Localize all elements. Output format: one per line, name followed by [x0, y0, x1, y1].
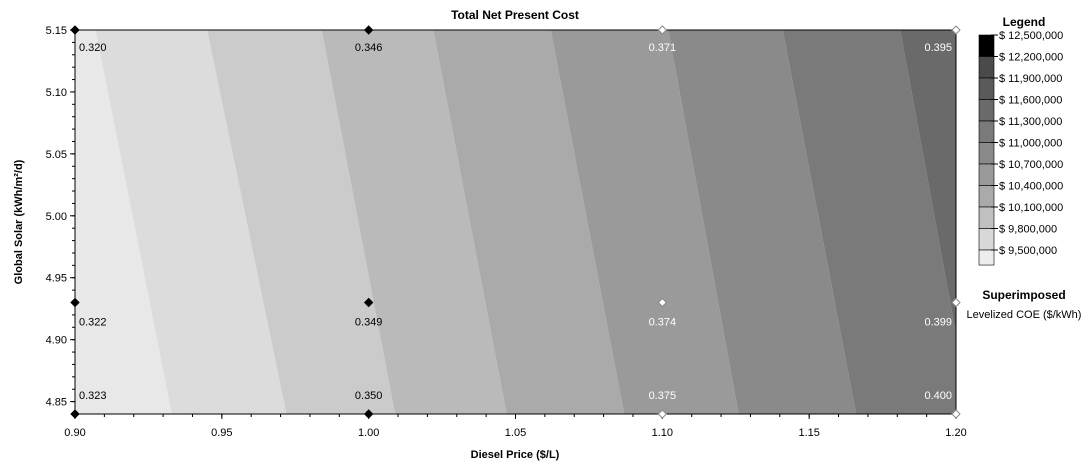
superimposed-point-label: 0.322: [79, 317, 107, 329]
x-tick-label: 0.95: [211, 427, 232, 439]
contour-band: [321, 30, 507, 414]
legend-label: $ 11,300,000: [999, 116, 1062, 128]
superimposed-subtitle: Levelized COE ($/kWh): [967, 309, 1082, 321]
legend-swatch: [978, 206, 995, 229]
legend-swatch: [978, 99, 995, 122]
superimposed-point-marker: [70, 409, 80, 419]
superimposed-point-marker: [70, 297, 80, 308]
superimposed-point-label: 0.400: [924, 390, 952, 402]
superimposed-point-marker: [657, 297, 668, 308]
legend-swatch: [978, 120, 995, 143]
contour-band: [95, 30, 287, 414]
y-tick-label: 4.90: [46, 335, 67, 347]
legend-swatch: [978, 163, 995, 186]
y-axis-label: Global Solar (kWh/m²/d): [13, 159, 25, 284]
contour-band: [550, 30, 739, 414]
superimposed-title: Superimposed: [982, 288, 1065, 302]
legend-label: $ 12,200,000: [999, 52, 1063, 64]
contour-band: [900, 30, 956, 334]
legend-label: $ 10,700,000: [999, 159, 1063, 171]
legend-swatch: [978, 228, 995, 251]
x-tick-label: 1.00: [358, 427, 379, 439]
contour-band: [75, 30, 172, 414]
superimposed-point-marker: [363, 297, 374, 308]
legend-label: $ 11,900,000: [999, 73, 1062, 85]
superimposed-point-label: 0.399: [924, 317, 952, 329]
y-axis: 5.15 5.10 5.05 5.00 4.95 4.90 4.85: [46, 25, 75, 415]
superimposed-points: 0.320 0.346 0.371 0.395 0.322 0.349 0.374 0.399…: [70, 25, 961, 419]
superimposed-point-marker: [951, 409, 961, 419]
legend-swatch: [978, 185, 995, 208]
legend-swatch: [978, 249, 995, 266]
y-tick-label: 4.95: [46, 273, 67, 285]
legend-title: Legend: [1003, 15, 1046, 29]
legend-label: $ 9,500,000: [999, 245, 1057, 257]
chart-title: Total Net Present Cost: [451, 8, 579, 22]
superimposed-point-marker: [657, 409, 668, 419]
superimposed-point-marker: [363, 25, 374, 35]
contour-band: [433, 30, 625, 414]
legend-swatches: $ 12,500,000 $ 12,200,000 $ 11,900,000 $ 11…: [978, 30, 1063, 266]
y-tick-label: 4.85: [46, 397, 67, 409]
superimposed-point-marker: [951, 297, 961, 308]
legend: Legend $ 12,500,000 $ 12,200,000 $ 11,900,…: [967, 15, 1082, 321]
legend-label: $ 10,400,000: [999, 181, 1063, 193]
x-tick-label: 1.15: [798, 427, 819, 439]
x-tick-label: 0.90: [64, 427, 85, 439]
contour-band: [782, 30, 956, 414]
legend-label: $ 11,000,000: [999, 138, 1062, 150]
superimposed-point-marker: [363, 409, 374, 419]
y-tick-label: 5.10: [46, 87, 67, 99]
contour-band: [207, 30, 396, 414]
y-tick-label: 5.05: [46, 149, 67, 161]
superimposed-point-label: 0.395: [924, 42, 952, 54]
superimposed-point-marker: [951, 25, 961, 35]
superimposed-point-label: 0.374: [649, 317, 677, 329]
legend-swatch: [978, 142, 995, 165]
legend-swatch: [978, 56, 995, 79]
y-tick-label: 5.15: [46, 25, 67, 37]
superimposed-point-marker: [70, 25, 80, 35]
x-tick-label: 1.20: [945, 427, 966, 439]
legend-label: $ 9,800,000: [999, 224, 1057, 236]
superimposed-point-label: 0.346: [355, 42, 383, 54]
contour-band: [668, 30, 857, 414]
y-tick-label: 5.00: [46, 211, 67, 223]
superimposed-point-label: 0.320: [79, 42, 107, 54]
x-axis-label: Diesel Price ($/L): [471, 449, 560, 461]
legend-label: $ 10,100,000: [999, 202, 1063, 214]
superimposed-point-label: 0.350: [355, 390, 383, 402]
superimposed-point-marker: [657, 25, 668, 35]
legend-label: $ 11,600,000: [999, 95, 1062, 107]
superimposed-point-label: 0.349: [355, 317, 383, 329]
superimposed-point-label: 0.371: [649, 42, 677, 54]
x-tick-label: 1.10: [652, 427, 673, 439]
superimposed-point-label: 0.375: [649, 390, 677, 402]
x-tick-label: 1.05: [505, 427, 526, 439]
legend-label: $ 12,500,000: [999, 30, 1063, 42]
legend-swatch: [978, 34, 995, 57]
x-axis: 0.90 0.95 1.00 1.05 1.10 1.15 1.20: [64, 414, 967, 439]
contour-bands: [75, 30, 956, 414]
legend-swatch: [978, 77, 995, 100]
superimposed-point-label: 0.323: [79, 390, 107, 402]
